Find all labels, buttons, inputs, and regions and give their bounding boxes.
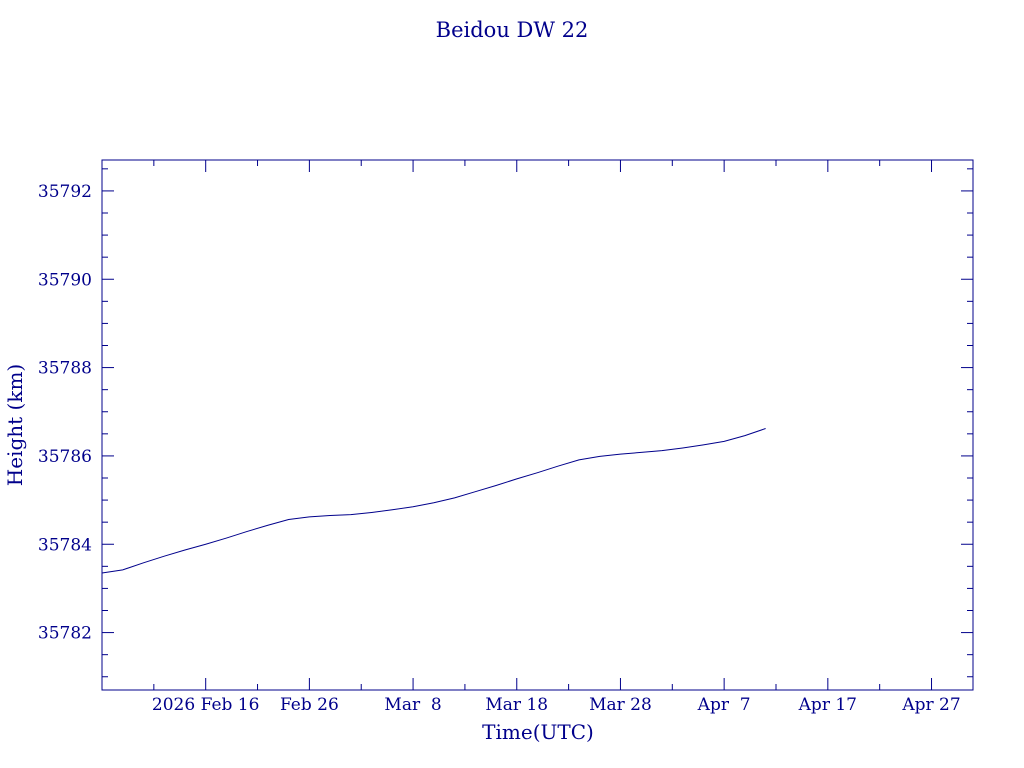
x-tick-label: Feb 26 [280, 695, 339, 715]
y-tick-label: 35782 [38, 624, 92, 644]
y-tick-label: 35790 [38, 270, 92, 290]
y-tick-label: 35784 [38, 535, 92, 555]
x-tick-label: Mar 8 [384, 695, 441, 715]
x-tick-label: Apr 7 [697, 695, 751, 715]
plot-frame [101, 159, 974, 691]
x-axis-label: Time(UTC) [482, 720, 594, 744]
y-tick-labels: 35782 35784 35786 35788 35790 35792 [38, 182, 92, 644]
y-axis-label: Height (km) [3, 364, 27, 486]
y-tick-label: 35786 [38, 447, 92, 467]
x-tick-label: Apr 27 [901, 695, 960, 715]
x-tick-labels: 2026 Feb 16 Feb 26 Mar 8 Mar 18 Mar 28 Apr 7 A… [152, 695, 961, 715]
axis-ticks [102, 160, 973, 690]
y-tick-label: 35788 [38, 359, 92, 379]
series-lines [101, 428, 766, 574]
x-tick-label: 2026 Feb 16 [152, 695, 260, 715]
x-tick-label: Mar 18 [485, 695, 548, 715]
x-tick-label: Apr 17 [798, 695, 857, 715]
chart-title: Beidou DW 22 [436, 18, 589, 42]
y-tick-label: 35792 [38, 182, 92, 202]
x-tick-label: Mar 28 [589, 695, 652, 715]
series-line [101, 428, 766, 574]
